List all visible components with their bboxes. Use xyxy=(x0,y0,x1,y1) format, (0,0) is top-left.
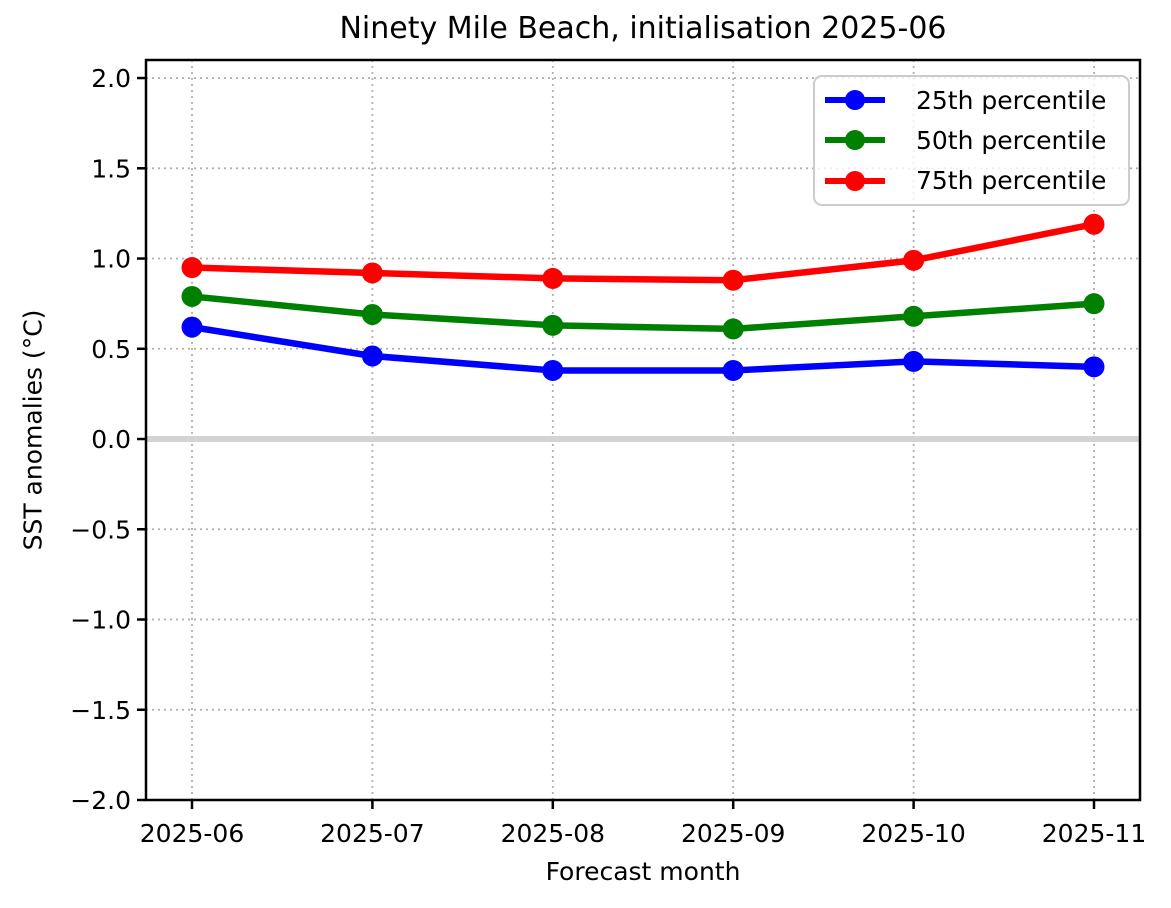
x-tick-label: 2025-07 xyxy=(320,819,424,848)
x-tick-label: 2025-11 xyxy=(1042,819,1146,848)
legend-item: 25th percentile xyxy=(822,87,1120,113)
legend-item: 75th percentile xyxy=(822,168,1120,194)
data-point-marker xyxy=(542,267,564,289)
y-tick-label: 0.0 xyxy=(91,425,131,454)
data-point-marker xyxy=(903,249,925,271)
line-marker-icon xyxy=(825,130,885,151)
legend-item: 50th percentile xyxy=(822,127,1120,153)
series-25th-percentile xyxy=(181,316,1105,381)
line-marker-icon xyxy=(825,170,885,191)
legend-item-label: 50th percentile xyxy=(916,125,1107,155)
series-line xyxy=(188,323,1098,374)
series-75th-percentile xyxy=(181,213,1105,291)
data-point-marker xyxy=(361,345,383,367)
data-point-marker xyxy=(1083,213,1105,235)
data-point-marker xyxy=(181,316,203,338)
x-axis-label: Forecast month xyxy=(545,857,741,886)
data-point-marker xyxy=(181,285,203,307)
chart-title: Ninety Mile Beach, initialisation 2025-0… xyxy=(339,11,947,46)
data-point-marker xyxy=(903,350,925,372)
y-tick-label: −1.0 xyxy=(70,606,131,635)
x-tick-label: 2025-09 xyxy=(681,819,785,848)
data-point-marker xyxy=(542,359,564,381)
x-axis-ticks: 2025-06 2025-07 2025-08 2025-09 2025-10 2025-… xyxy=(140,800,1146,848)
series-line xyxy=(188,293,1098,333)
data-point-marker xyxy=(722,359,744,381)
series-line xyxy=(188,220,1098,284)
data-point-marker xyxy=(1083,293,1105,315)
data-point-marker xyxy=(722,269,744,291)
y-tick-label: −1.5 xyxy=(70,696,131,725)
data-point-marker xyxy=(542,314,564,336)
y-tick-label: 2.0 xyxy=(91,64,131,93)
x-tick-label: 2025-06 xyxy=(140,819,244,848)
line-marker-icon xyxy=(825,90,885,111)
legend: 25th percentile 50th percentile 75th per… xyxy=(813,75,1130,206)
data-point-marker xyxy=(361,303,383,325)
data-point-marker xyxy=(181,257,203,279)
axes-border xyxy=(144,58,1142,802)
y-axis-ticks: −2.0 −1.5 −1.0 −0.5 0.0 0.5 1.0 1.5 2.0 xyxy=(70,64,146,815)
y-tick-label: −0.5 xyxy=(70,515,131,544)
y-tick-label: 1.0 xyxy=(91,245,131,274)
data-point-marker xyxy=(722,318,744,340)
data-point-marker xyxy=(361,262,383,284)
x-tick-label: 2025-10 xyxy=(861,819,965,848)
y-axis-label: SST anomalies (°C) xyxy=(18,309,48,551)
y-tick-label: −2.0 xyxy=(70,786,131,815)
data-point-marker xyxy=(903,305,925,327)
y-tick-label: 0.5 xyxy=(91,335,131,364)
series-50th-percentile xyxy=(181,285,1105,340)
legend-item-label: 75th percentile xyxy=(916,166,1107,196)
x-tick-label: 2025-08 xyxy=(501,819,605,848)
data-point-marker xyxy=(1083,356,1105,378)
legend-item-label: 25th percentile xyxy=(916,85,1107,115)
axes-spines xyxy=(144,58,1142,802)
y-tick-label: 1.5 xyxy=(91,154,131,183)
